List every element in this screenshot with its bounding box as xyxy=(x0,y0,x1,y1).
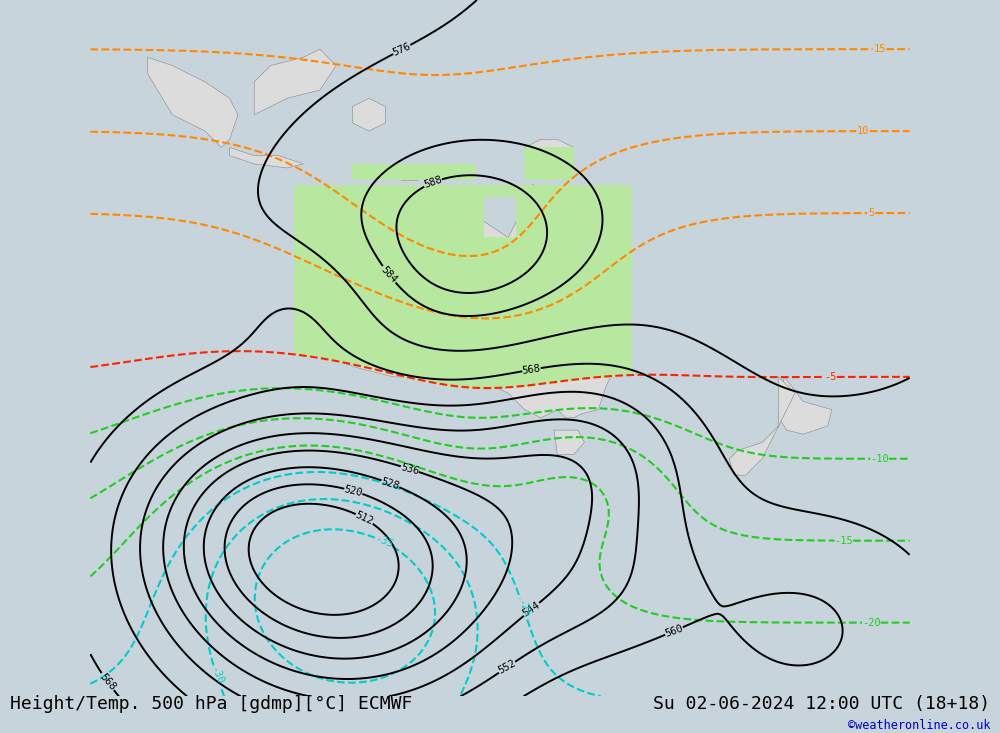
Polygon shape xyxy=(230,147,303,168)
Polygon shape xyxy=(295,184,623,418)
Text: -10: -10 xyxy=(870,454,889,464)
Text: -5: -5 xyxy=(824,372,836,382)
Text: 552: 552 xyxy=(496,658,518,676)
Text: -15: -15 xyxy=(834,536,853,545)
Text: ©weatheronline.co.uk: ©weatheronline.co.uk xyxy=(848,719,990,732)
Polygon shape xyxy=(353,98,385,131)
Text: 544: 544 xyxy=(521,600,542,619)
Text: 528: 528 xyxy=(380,476,401,491)
Polygon shape xyxy=(525,139,574,172)
Text: -30: -30 xyxy=(209,666,225,687)
Text: 560: 560 xyxy=(663,623,684,639)
Polygon shape xyxy=(729,377,795,475)
Polygon shape xyxy=(148,57,238,147)
Text: 568: 568 xyxy=(522,364,541,376)
Text: 588: 588 xyxy=(422,174,443,191)
Text: 15: 15 xyxy=(873,44,886,54)
Polygon shape xyxy=(554,430,584,454)
Text: 5: 5 xyxy=(868,208,874,218)
Polygon shape xyxy=(779,377,832,434)
Text: 520: 520 xyxy=(343,484,364,498)
Text: 576: 576 xyxy=(391,41,412,58)
Text: 10: 10 xyxy=(857,126,869,136)
Text: -20: -20 xyxy=(862,618,881,627)
Text: -35: -35 xyxy=(373,534,395,550)
Text: 584: 584 xyxy=(379,265,399,284)
Polygon shape xyxy=(254,49,336,114)
Text: Su 02-06-2024 12:00 UTC (18+18): Su 02-06-2024 12:00 UTC (18+18) xyxy=(653,695,990,713)
Text: 568: 568 xyxy=(98,671,118,692)
Polygon shape xyxy=(385,172,418,180)
Text: 536: 536 xyxy=(400,462,420,476)
Text: Height/Temp. 500 hPa [gdmp][°C] ECMWF: Height/Temp. 500 hPa [gdmp][°C] ECMWF xyxy=(10,695,412,713)
Text: 512: 512 xyxy=(354,510,375,527)
Text: -25: -25 xyxy=(516,598,532,619)
